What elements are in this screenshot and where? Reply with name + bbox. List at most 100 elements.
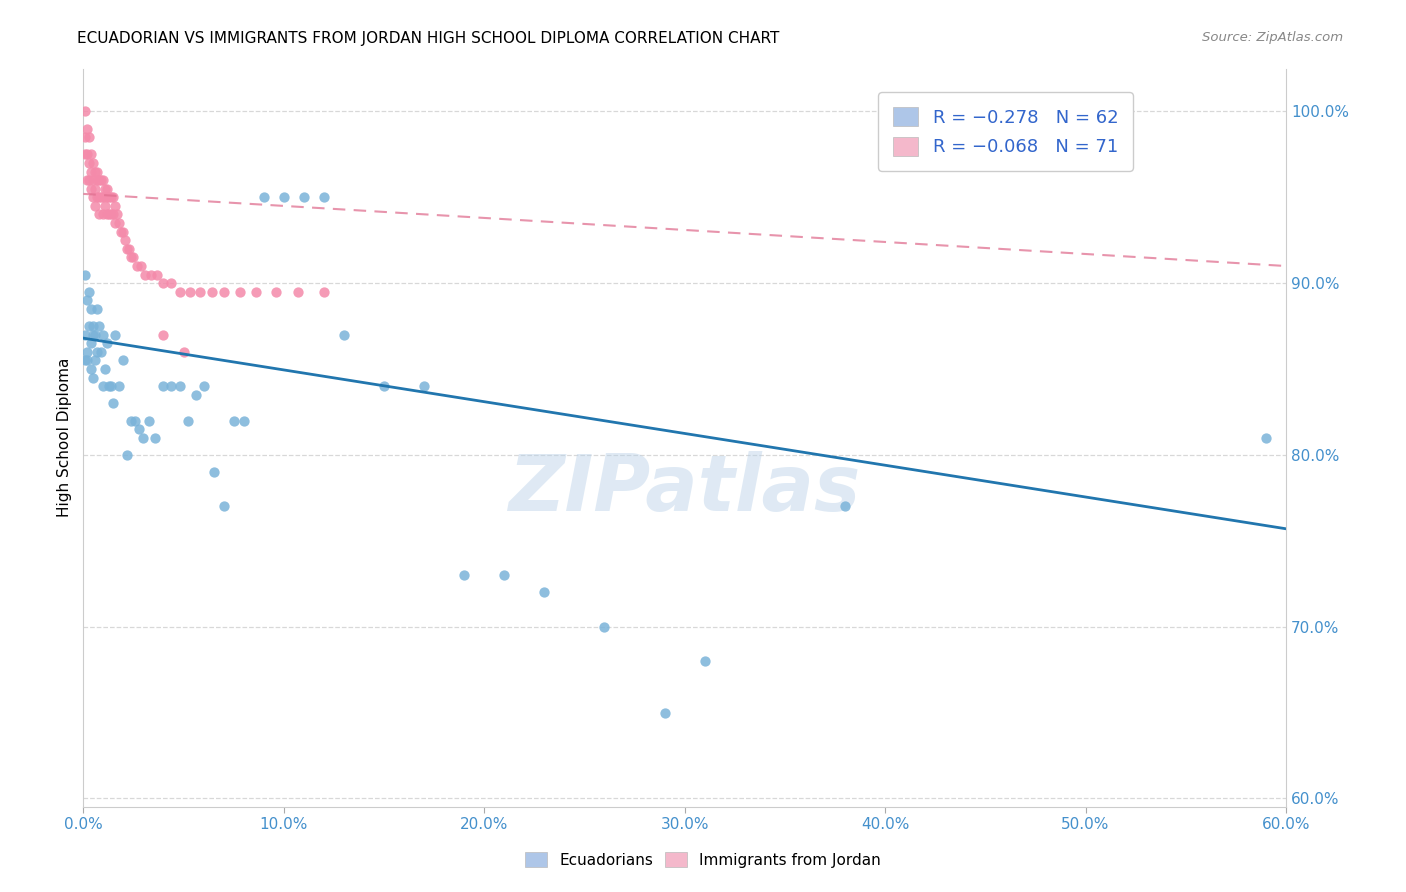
Point: [80, 164, 103, 178]
Point: [79, 156, 101, 170]
Point: [86, 173, 108, 187]
Point: [75, 327, 97, 342]
Point: [89, 319, 111, 334]
Point: [80, 147, 103, 161]
Point: [84, 353, 107, 368]
Legend: Ecuadorians, Immigrants from Jordan: Ecuadorians, Immigrants from Jordan: [517, 845, 889, 875]
Point: [94, 362, 117, 376]
Point: [160, 379, 183, 393]
Point: [82, 190, 104, 204]
Point: [188, 285, 211, 299]
Point: [98, 379, 121, 393]
Point: [152, 276, 174, 290]
Point: [96, 182, 118, 196]
Point: [200, 285, 222, 299]
Point: [287, 285, 309, 299]
Point: [117, 242, 139, 256]
Point: [179, 285, 201, 299]
Point: [1254, 431, 1277, 445]
Point: [834, 500, 856, 514]
Point: [79, 319, 101, 334]
Point: [114, 233, 136, 247]
Point: [122, 251, 145, 265]
Point: [104, 199, 127, 213]
Point: [82, 327, 104, 342]
Point: [103, 207, 125, 221]
Point: [245, 285, 267, 299]
Point: [108, 379, 131, 393]
Point: [120, 414, 142, 428]
Point: [117, 448, 139, 462]
Point: [89, 173, 111, 187]
Point: [79, 130, 101, 145]
Point: [80, 362, 103, 376]
Point: [82, 370, 104, 384]
Point: [96, 207, 118, 221]
Point: [131, 259, 153, 273]
Text: ECUADORIAN VS IMMIGRANTS FROM JORDAN HIGH SCHOOL DIPLOMA CORRELATION CHART: ECUADORIAN VS IMMIGRANTS FROM JORDAN HIG…: [77, 31, 780, 46]
Point: [453, 568, 475, 582]
Point: [128, 422, 150, 436]
Point: [91, 327, 114, 342]
Point: [105, 207, 128, 221]
Point: [76, 344, 98, 359]
Point: [94, 182, 117, 196]
Point: [90, 173, 112, 187]
Point: [80, 182, 103, 196]
Point: [693, 654, 716, 668]
Point: [86, 190, 108, 204]
Point: [333, 327, 356, 342]
Text: ZIPatlas: ZIPatlas: [509, 451, 860, 527]
Point: [89, 190, 111, 204]
Point: [103, 396, 125, 410]
Point: [138, 414, 160, 428]
Point: [212, 500, 235, 514]
Point: [193, 379, 215, 393]
Point: [80, 336, 103, 351]
Point: [96, 190, 118, 204]
Point: [134, 268, 156, 282]
Point: [94, 199, 117, 213]
Point: [202, 465, 225, 479]
Point: [494, 568, 516, 582]
Point: [84, 327, 107, 342]
Point: [413, 379, 436, 393]
Point: [91, 207, 114, 221]
Text: Source: ZipAtlas.com: Source: ZipAtlas.com: [1202, 31, 1343, 45]
Point: [82, 319, 104, 334]
Point: [91, 190, 114, 204]
Point: [112, 225, 135, 239]
Point: [100, 190, 122, 204]
Point: [312, 285, 335, 299]
Point: [228, 285, 250, 299]
Point: [103, 190, 125, 204]
Point: [75, 130, 97, 145]
Point: [84, 164, 107, 178]
Point: [152, 379, 174, 393]
Point: [79, 173, 101, 187]
Point: [169, 285, 191, 299]
Point: [253, 190, 276, 204]
Point: [80, 301, 103, 316]
Point: [76, 353, 98, 368]
Point: [84, 182, 107, 196]
Point: [312, 190, 335, 204]
Point: [96, 336, 118, 351]
Point: [108, 216, 131, 230]
Point: [86, 164, 108, 178]
Point: [84, 199, 107, 213]
Point: [184, 388, 207, 402]
Point: [593, 620, 616, 634]
Point: [76, 173, 98, 187]
Point: [82, 173, 104, 187]
Point: [533, 585, 555, 599]
Point: [90, 344, 112, 359]
Point: [90, 190, 112, 204]
Point: [118, 242, 141, 256]
Point: [160, 276, 183, 290]
Point: [98, 190, 121, 204]
Point: [104, 327, 127, 342]
Point: [146, 268, 169, 282]
Point: [75, 104, 97, 119]
Point: [98, 207, 121, 221]
